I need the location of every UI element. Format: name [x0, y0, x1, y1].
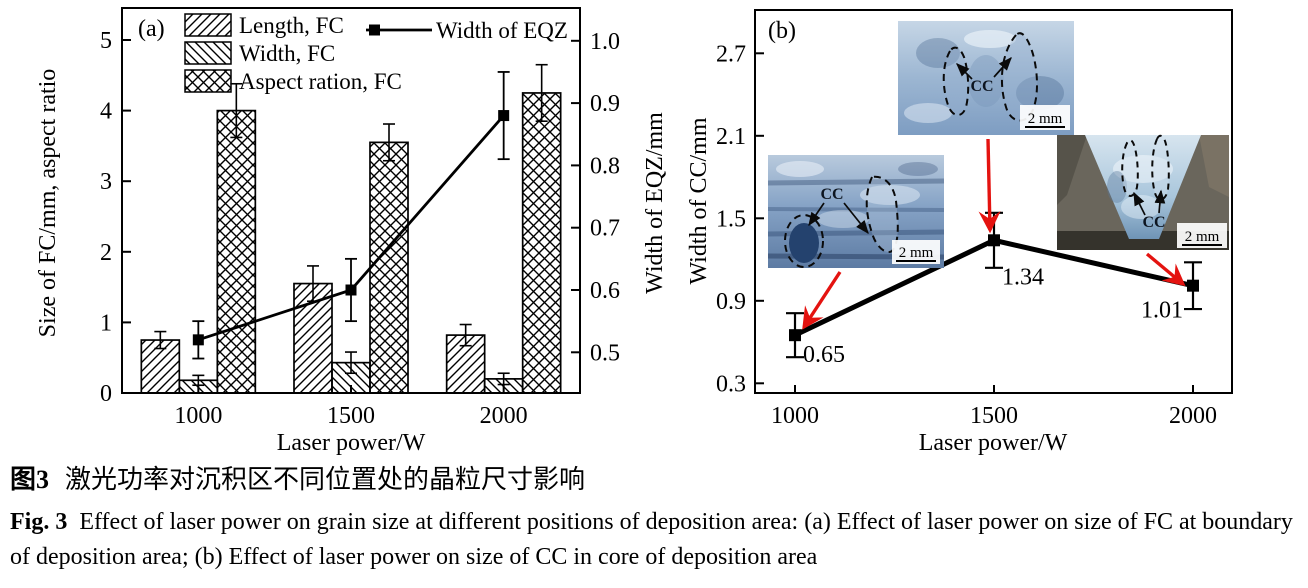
legend-label: Aspect ration, FC: [239, 69, 402, 94]
y-tick-label-left: 1: [100, 310, 112, 336]
y-tick-label: 2.1: [716, 124, 746, 150]
bar-cross: [369, 141, 409, 394]
eqz-marker: [345, 284, 357, 296]
scale-bar: 2 mm: [1020, 105, 1070, 130]
eqz-marker: [192, 334, 204, 346]
y-tick-label-left: 4: [100, 99, 112, 125]
dark-grain: [789, 223, 819, 263]
legend-swatch: [184, 69, 232, 93]
y-tick-label-left: 3: [100, 169, 112, 195]
y-tick-label: 2.7: [716, 41, 746, 67]
x-tick-label: 1500: [970, 403, 1018, 429]
y-tick-label: 1.5: [716, 206, 746, 232]
x-tick-label: 2000: [1169, 403, 1217, 429]
inset-micrograph-1000w: CC 2 mm: [767, 155, 945, 268]
eqz-marker: [498, 110, 510, 122]
red-arrow-to-1000-point: [802, 271, 842, 330]
y-tick-label-right: 0.8: [590, 153, 620, 179]
x-tick-label: 1500: [327, 403, 375, 429]
plot-frame: [121, 7, 581, 394]
figure-canvas: 0 1 2 3 4 5 0.5 0.6 0.7 0.8 0.9 1.0 1000 1500 2000 Leng…: [35, 7, 1233, 455]
y-axis-title: Width of CC/mm: [686, 117, 712, 284]
scale-bar: 2 mm: [892, 240, 940, 264]
red-arrow-to-1500-point: [978, 138, 1001, 234]
x-axis-title: Laser power/W: [277, 430, 426, 455]
legend-swatch: [184, 41, 232, 65]
cc-label: CC: [1142, 214, 1165, 231]
legend-label: Length, FC: [239, 13, 344, 38]
cc-region-outline: [1121, 139, 1139, 197]
y-axis-title-left: Size of FC/mm, aspect ratio: [35, 69, 61, 338]
inset-micrograph-1500w: CC 2 mm: [898, 21, 1074, 135]
cc-region-outline: [784, 214, 824, 268]
legend-label: Width, FC: [239, 41, 335, 66]
inset-micrograph-2000w: CC 2 mm: [1057, 134, 1229, 250]
y-tick-label: 0.9: [716, 289, 746, 315]
scale-bar: 2 mm: [1177, 223, 1227, 248]
y-tick-label-right: 0.7: [590, 216, 620, 242]
y-tick-label-left: 5: [100, 28, 112, 54]
y-tick-label-right: 0.6: [590, 278, 620, 304]
y-tick-label-right: 0.9: [590, 91, 620, 117]
cc-label: CC: [820, 186, 843, 203]
y-tick-label: 0.3: [716, 371, 746, 397]
point-value-label: 1.34: [1002, 264, 1044, 290]
scale-bar-text: 2 mm: [1185, 229, 1220, 245]
cc-label: CC: [970, 78, 993, 95]
bar-cross: [216, 109, 257, 394]
scale-bar-text: 2 mm: [899, 245, 934, 261]
micrograph-texture: [904, 30, 1064, 123]
cc-arrow: [956, 63, 973, 80]
caption-zh-number: 图3: [10, 465, 50, 494]
cc-region-outline: [1151, 134, 1170, 201]
annotation-arrows: [802, 138, 1186, 330]
point-value-label: 1.01: [1141, 298, 1183, 324]
cc-marker: [789, 329, 801, 342]
x-tick-label: 1000: [771, 403, 819, 429]
cc-marker: [1187, 279, 1199, 292]
scale-bar-text: 2 mm: [1028, 111, 1063, 127]
legend-marker-sample: [369, 24, 380, 36]
red-arrow-to-2000-point: [1145, 252, 1186, 287]
legend-label: Width of EQZ: [436, 18, 568, 43]
cc-marker: [988, 234, 1000, 247]
caption-en-number: Fig. 3: [10, 509, 68, 535]
figure-caption: 图3 激光功率对沉积区不同位置处的晶粒尺寸影响 Fig. 3 Effect of l…: [10, 459, 1302, 575]
caption-en-text: Effect of laser power on grain size at d…: [10, 509, 1293, 570]
cc-arrow: [1154, 189, 1166, 214]
caption-line-zh: 图3 激光功率对沉积区不同位置处的晶粒尺寸影响: [10, 459, 1302, 496]
cc-arrow: [843, 202, 869, 235]
caption-line-en: Fig. 3 Effect of laser power on grain siz…: [10, 505, 1302, 575]
y-tick-label-right: 1.0: [590, 29, 620, 55]
y-tick-label-right: 0.5: [590, 340, 620, 366]
chart-panel-a: 0 1 2 3 4 5 0.5 0.6 0.7 0.8 0.9 1.0 1000 1500 2000 Leng…: [35, 7, 668, 455]
point-value-label: 0.65: [803, 342, 845, 368]
y-axis-title-right: Width of EQZ/mm: [642, 112, 668, 294]
legend-swatch: [184, 13, 232, 37]
cc-arrow: [993, 56, 1012, 78]
caption-zh-text: 激光功率对沉积区不同位置处的晶粒尺寸影响: [65, 465, 586, 494]
x-axis-title: Laser power/W: [919, 430, 1068, 455]
y-tick-label-left: 2: [100, 240, 112, 266]
panel-label: (a): [138, 16, 165, 42]
chart-panel-b: 0.3 0.9 1.5 2.1 2.7 1000 1500 2000 0.65 1.34 1.01 (…: [686, 9, 1233, 455]
bar-cross: [521, 92, 562, 394]
cc-arrow: [1133, 191, 1146, 216]
cc-arrow: [808, 202, 825, 227]
y-tick-label-left: 0: [100, 381, 112, 407]
x-tick-label: 2000: [480, 403, 528, 429]
panel-label: (b): [768, 18, 796, 44]
x-tick-label: 1000: [174, 403, 222, 429]
